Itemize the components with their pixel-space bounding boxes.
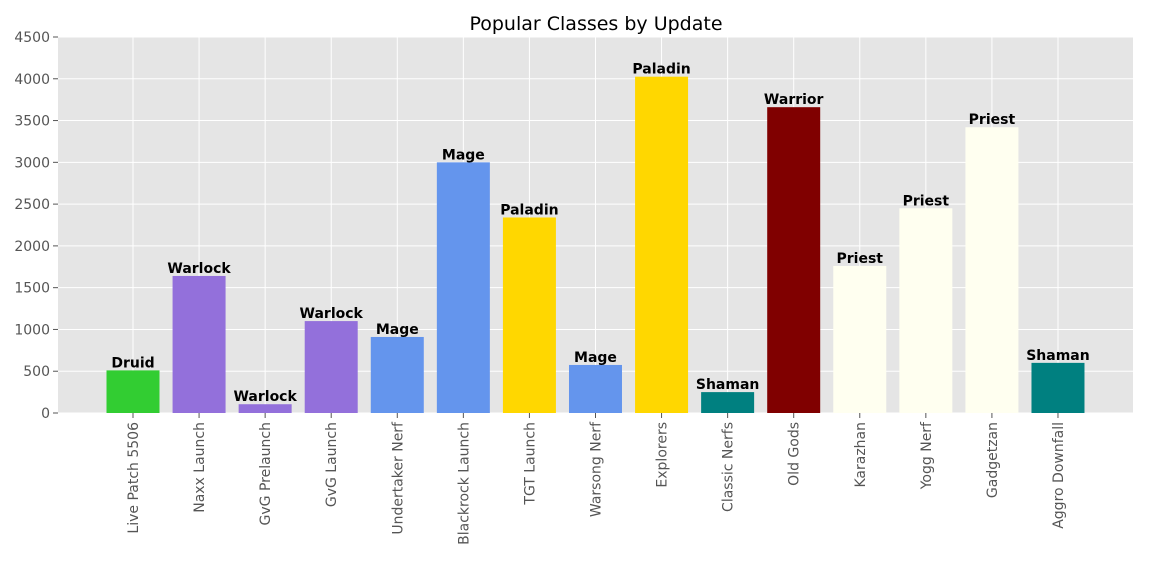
bar-label: Warlock [300,306,364,322]
y-tick-label: 1000 [14,322,50,338]
bar [304,321,358,413]
chart-title: Popular Classes by Update [469,13,722,35]
x-tick-label: Classic Nerfs [721,422,737,512]
bar [106,370,160,413]
bar [701,392,755,413]
x-tick-label: Old Gods [787,422,803,486]
x-tick-label: GvG Launch [324,422,340,507]
bar-label: Paladin [500,202,558,218]
x-tick-label: Blackrock Launch [456,422,472,545]
bar-label: Priest [969,112,1016,128]
bar [899,208,953,413]
bar [965,127,1019,414]
bar-label: Warrior [764,92,824,108]
x-tick-label: TGT Launch [522,422,538,506]
bar [635,76,689,413]
bars [106,76,1085,414]
y-axis-ticks: 0 500 1000 1500 2000 2500 3000 3500 4000 4500 [14,30,58,422]
y-tick-label: 0 [41,406,50,422]
bar-label: Paladin [632,62,690,78]
bar [568,364,622,413]
y-tick-label: 2000 [14,239,50,255]
bar-label: Warlock [233,389,297,405]
x-tick-label: Live Patch 5506 [126,422,142,534]
y-tick-label: 3000 [14,155,50,171]
bar [767,107,821,413]
bar-label: Priest [837,251,884,267]
grid-lines [58,36,1133,414]
x-tick-label: Naxx Launch [192,422,208,513]
bar [833,265,887,413]
x-tick-label: Aggro Downfall [1051,422,1067,529]
x-tick-label: Karazhan [853,422,869,488]
bar [436,162,490,413]
bar-label: Shaman [696,377,760,393]
y-tick-label: 3500 [14,114,50,130]
bar-label: Warlock [167,261,231,277]
y-tick-label: 500 [23,364,50,380]
x-tick-label: Gadgetzan [985,422,1001,498]
y-tick-label: 2500 [14,197,50,213]
bar [502,217,556,413]
y-tick-label: 1500 [14,281,50,297]
bar-label: Druid [111,355,154,371]
bar [172,275,226,413]
y-tick-label: 4000 [14,72,50,88]
bar-label: Mage [442,147,485,163]
y-tick-label: 4500 [14,30,50,46]
bar-label: Mage [574,350,617,366]
bar [1031,362,1085,413]
x-tick-label: Undertaker Nerf [390,421,406,535]
x-tick-label: GvG Prelaunch [258,422,274,525]
bar [370,336,424,413]
x-tick-label: Warsong Nerf [588,421,604,517]
x-axis-ticks: Live Patch 5506 Naxx Launch GvG Prelaunch G… [126,413,1067,545]
bar-label: Shaman [1026,348,1090,364]
bar [238,404,292,413]
x-tick-label: Explorers [655,422,671,488]
x-tick-label: Yogg Nerf [919,421,935,490]
bar-label: Mage [376,322,419,338]
bar-label: Priest [903,193,950,209]
bar-labels: Druid Warlock Warlock Warlock Mage Mage Paladi… [111,62,1089,406]
